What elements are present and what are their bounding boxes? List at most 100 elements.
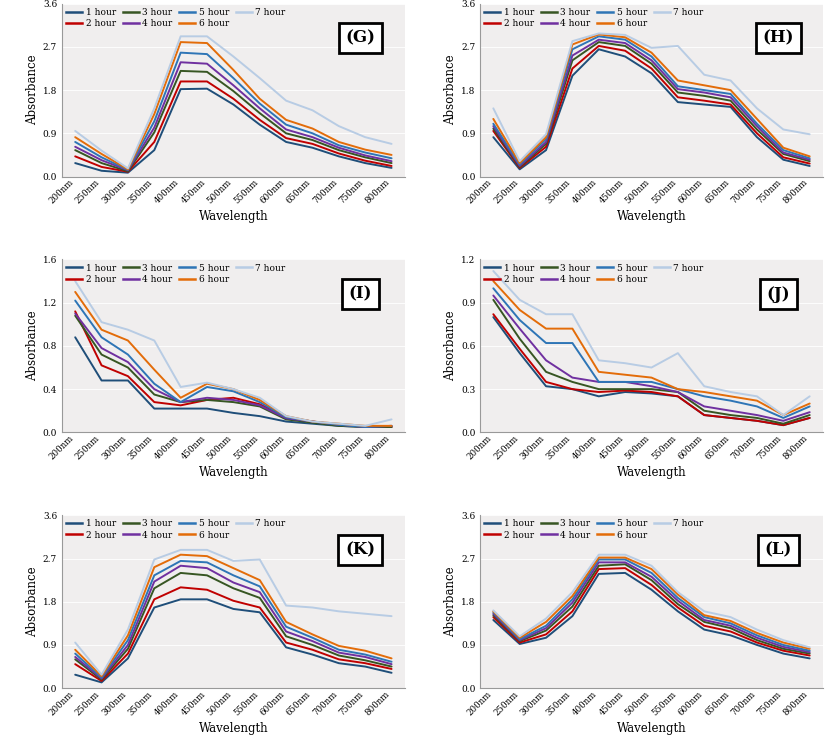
7 hour — [361, 132, 370, 141]
5 hour — [175, 556, 185, 565]
6 hour — [386, 422, 396, 431]
7 hour — [647, 562, 657, 570]
Line: 3 hour: 3 hour — [494, 300, 810, 424]
1 hour — [673, 98, 683, 107]
4 hour — [725, 93, 735, 102]
Line: 2 hour: 2 hour — [494, 46, 810, 168]
4 hour — [673, 596, 683, 605]
X-axis label: Wavelength: Wavelength — [198, 466, 268, 478]
2 hour — [594, 565, 604, 573]
6 hour — [70, 132, 80, 141]
2 hour — [805, 159, 815, 168]
3 hour — [700, 406, 710, 415]
3 hour — [97, 159, 107, 168]
6 hour — [647, 373, 657, 382]
2 hour — [281, 134, 291, 143]
3 hour — [255, 109, 265, 118]
2 hour — [175, 401, 185, 410]
2 hour — [70, 659, 80, 668]
2 hour — [202, 585, 212, 594]
4 hour — [647, 56, 657, 65]
4 hour — [175, 397, 185, 406]
Y-axis label: Absorbance: Absorbance — [444, 54, 457, 125]
2 hour — [386, 665, 396, 673]
5 hour — [489, 119, 499, 128]
5 hour — [700, 612, 710, 621]
2 hour — [620, 46, 630, 55]
6 hour — [594, 553, 604, 562]
4 hour — [673, 85, 683, 93]
6 hour — [752, 629, 762, 637]
1 hour — [228, 604, 238, 613]
2 hour — [255, 603, 265, 612]
1 hour — [567, 612, 577, 620]
3 hour — [489, 611, 499, 620]
4 hour — [567, 51, 577, 60]
4 hour — [594, 35, 604, 44]
6 hour — [725, 392, 735, 400]
Text: (I): (I) — [348, 286, 372, 302]
7 hour — [514, 295, 524, 304]
7 hour — [647, 363, 657, 372]
X-axis label: Wavelength: Wavelength — [198, 210, 268, 223]
7 hour — [97, 318, 107, 327]
4 hour — [489, 121, 499, 130]
5 hour — [489, 284, 499, 293]
7 hour — [150, 104, 160, 113]
3 hour — [175, 66, 185, 75]
Line: 7 hour: 7 hour — [494, 33, 810, 161]
3 hour — [123, 167, 133, 176]
3 hour — [97, 350, 107, 359]
6 hour — [567, 592, 577, 601]
4 hour — [725, 406, 735, 415]
6 hour — [386, 654, 396, 663]
3 hour — [752, 636, 762, 645]
4 hour — [175, 562, 185, 570]
3 hour — [123, 363, 133, 372]
2 hour — [361, 422, 370, 431]
5 hour — [778, 640, 788, 649]
2 hour — [700, 621, 710, 630]
4 hour — [489, 609, 499, 618]
6 hour — [805, 399, 815, 408]
6 hour — [308, 417, 318, 426]
5 hour — [308, 129, 318, 138]
4 hour — [647, 573, 657, 581]
1 hour — [255, 120, 265, 129]
2 hour — [308, 417, 318, 426]
4 hour — [255, 401, 265, 410]
7 hour — [202, 545, 212, 554]
5 hour — [805, 646, 815, 655]
3 hour — [567, 602, 577, 611]
6 hour — [70, 288, 80, 297]
3 hour — [620, 385, 630, 394]
4 hour — [647, 382, 657, 391]
1 hour — [175, 85, 185, 93]
3 hour — [150, 390, 160, 399]
1 hour — [778, 155, 788, 164]
1 hour — [567, 385, 577, 394]
3 hour — [567, 56, 577, 65]
3 hour — [386, 662, 396, 671]
6 hour — [228, 564, 238, 573]
Line: 7 hour: 7 hour — [494, 555, 810, 648]
6 hour — [752, 115, 762, 124]
1 hour — [175, 404, 185, 413]
4 hour — [361, 653, 370, 662]
3 hour — [255, 593, 265, 602]
2 hour — [308, 645, 318, 654]
Line: 4 hour: 4 hour — [75, 63, 391, 170]
2 hour — [386, 161, 396, 170]
3 hour — [514, 163, 524, 171]
5 hour — [150, 571, 160, 580]
5 hour — [361, 148, 370, 157]
6 hour — [700, 81, 710, 90]
5 hour — [175, 49, 185, 57]
4 hour — [594, 558, 604, 567]
3 hour — [489, 124, 499, 133]
1 hour — [805, 414, 815, 422]
7 hour — [334, 607, 344, 616]
5 hour — [725, 619, 735, 628]
6 hour — [489, 115, 499, 124]
7 hour — [97, 146, 107, 155]
